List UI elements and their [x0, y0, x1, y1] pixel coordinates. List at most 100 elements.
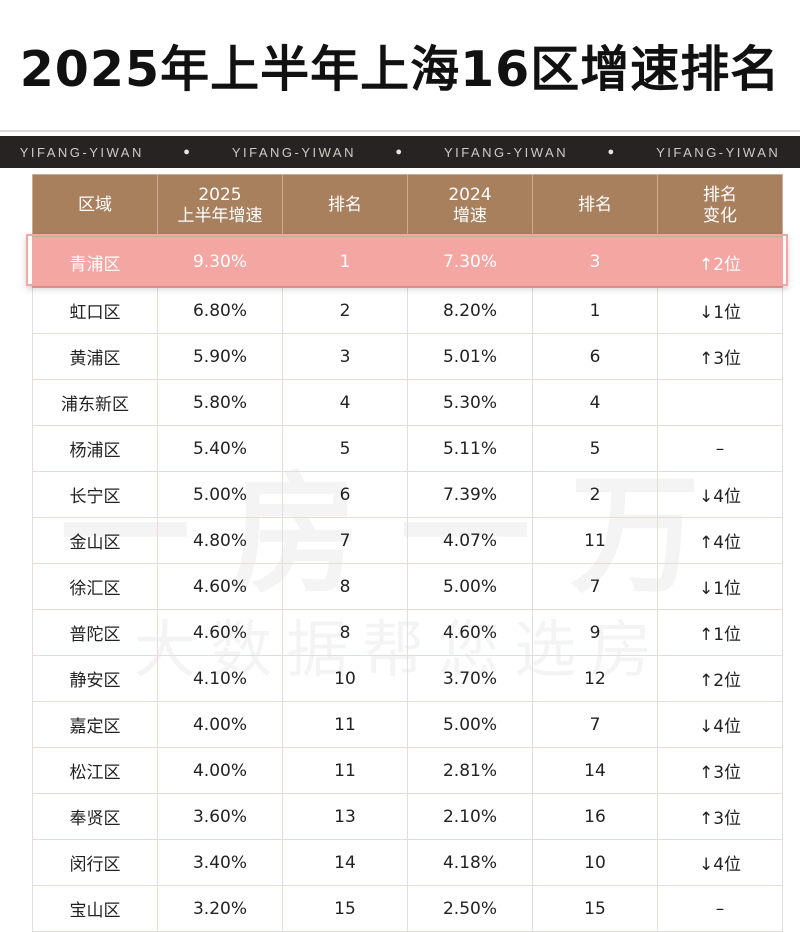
cell-growth-2025: 4.00% [157, 701, 283, 748]
table-row: 长宁区 5.00% 6 7.39% 2 ↓4位 [32, 471, 783, 518]
cell-rank-2025: 10 [282, 655, 408, 702]
cell-district: 虹口区 [32, 287, 158, 334]
cell-growth-2024: 2.10% [407, 793, 533, 840]
cell-district: 普陀区 [32, 609, 158, 656]
table-row: 奉贤区 3.60% 13 2.10% 16 ↑3位 [32, 793, 783, 840]
cell-growth-2024: 5.01% [407, 333, 533, 380]
cell-rank-2024: 12 [532, 655, 658, 702]
table-row: 浦东新区 5.80% 4 5.30% 4 [32, 379, 783, 426]
cell-rank-2024: 6 [532, 333, 658, 380]
col-header-growth-2025: 2025 上半年增速 [157, 174, 283, 237]
table-row: 普陀区 4.60% 8 4.60% 9 ↑1位 [32, 609, 783, 656]
cell-district: 静安区 [32, 655, 158, 702]
cell-rank-2024: 15 [532, 885, 658, 932]
page-title: 2025年上半年上海16区增速排名 [0, 0, 800, 132]
cell-rank-2024: 10 [532, 839, 658, 886]
cell-rank-2025: 8 [282, 563, 408, 610]
table-row: 静安区 4.10% 10 3.70% 12 ↑2位 [32, 655, 783, 702]
cell-rank-2025: 5 [282, 425, 408, 472]
table-row: 金山区 4.80% 7 4.07% 11 ↑4位 [32, 517, 783, 564]
cell-rank-2025: 1 [282, 236, 408, 288]
cell-rank-2024: 14 [532, 747, 658, 794]
table-row: 嘉定区 4.00% 11 5.00% 7 ↓4位 [32, 701, 783, 748]
cell-rank-change: ↑3位 [657, 747, 783, 794]
cell-rank-2025: 11 [282, 701, 408, 748]
cell-growth-2024: 5.11% [407, 425, 533, 472]
ranking-table: 区域 2025 上半年增速 排名 2024 增速 排名 排名 变化 青浦区 9.3… [32, 174, 783, 932]
cell-rank-2024: 2 [532, 471, 658, 518]
brand-text: YIFANG-YIWAN [443, 144, 569, 160]
cell-rank-change: ↑1位 [657, 609, 783, 656]
cell-rank-change: ↑3位 [657, 793, 783, 840]
dot-icon: ● [607, 146, 617, 158]
cell-growth-2025: 5.00% [157, 471, 283, 518]
cell-growth-2024: 7.39% [407, 471, 533, 518]
cell-growth-2024: 7.30% [407, 236, 533, 288]
cell-rank-2025: 3 [282, 333, 408, 380]
cell-growth-2025: 3.20% [157, 885, 283, 932]
cell-district: 杨浦区 [32, 425, 158, 472]
cell-growth-2024: 5.30% [407, 379, 533, 426]
cell-growth-2024: 3.70% [407, 655, 533, 702]
cell-rank-change: ↓1位 [657, 563, 783, 610]
brand-band: YIFANG-YIWAN ● YIFANG-YIWAN ● YIFANG-YIW… [0, 136, 800, 168]
cell-rank-2025: 11 [282, 747, 408, 794]
table-row: 闵行区 3.40% 14 4.18% 10 ↓4位 [32, 839, 783, 886]
cell-rank-change: ↑3位 [657, 333, 783, 380]
cell-rank-change: ↓4位 [657, 471, 783, 518]
cell-district: 金山区 [32, 517, 158, 564]
cell-rank-2024: 16 [532, 793, 658, 840]
cell-rank-2024: 5 [532, 425, 658, 472]
cell-rank-2025: 8 [282, 609, 408, 656]
col-header-growth-2024: 2024 增速 [407, 174, 533, 237]
cell-growth-2025: 3.60% [157, 793, 283, 840]
cell-rank-change: ↑2位 [657, 236, 783, 288]
cell-growth-2025: 4.00% [157, 747, 283, 794]
cell-growth-2025: 3.40% [157, 839, 283, 886]
cell-district: 浦东新区 [32, 379, 158, 426]
cell-rank-2024: 3 [532, 236, 658, 288]
cell-growth-2024: 5.00% [407, 563, 533, 610]
cell-rank-2024: 9 [532, 609, 658, 656]
dot-icon: ● [395, 146, 405, 158]
cell-growth-2025: 5.40% [157, 425, 283, 472]
cell-rank-change: ↓1位 [657, 287, 783, 334]
cell-rank-change: – [657, 425, 783, 472]
cell-rank-2025: 14 [282, 839, 408, 886]
table-row: 杨浦区 5.40% 5 5.11% 5– [32, 425, 783, 472]
cell-rank-2025: 7 [282, 517, 408, 564]
cell-rank-2025: 13 [282, 793, 408, 840]
cell-rank-2024: 4 [532, 379, 658, 426]
table-row: 虹口区 6.80% 2 8.20% 1 ↓1位 [32, 287, 783, 334]
cell-rank-2024: 7 [532, 701, 658, 748]
cell-rank-2025: 2 [282, 287, 408, 334]
table-row: 青浦区 9.30% 1 7.30% 3 ↑2位 [32, 236, 783, 288]
cell-rank-2024: 11 [532, 517, 658, 564]
table-row: 徐汇区 4.60% 8 5.00% 7 ↓1位 [32, 563, 783, 610]
cell-growth-2024: 8.20% [407, 287, 533, 334]
cell-growth-2025: 4.60% [157, 563, 283, 610]
cell-district: 松江区 [32, 747, 158, 794]
cell-district: 青浦区 [32, 236, 158, 288]
cell-growth-2024: 4.60% [407, 609, 533, 656]
cell-growth-2025: 9.30% [157, 236, 283, 288]
cell-growth-2025: 4.60% [157, 609, 283, 656]
brand-text: YIFANG-YIWAN [19, 144, 144, 160]
col-header-rank-change: 排名 变化 [657, 174, 783, 237]
cell-rank-change: ↓4位 [657, 839, 783, 886]
cell-district: 宝山区 [32, 885, 158, 932]
cell-growth-2024: 4.18% [407, 839, 533, 886]
table-row: 黄浦区 5.90% 3 5.01% 6 ↑3位 [32, 333, 783, 380]
cell-rank-change: ↑2位 [657, 655, 783, 702]
cell-rank-2025: 6 [282, 471, 408, 518]
cell-growth-2025: 5.90% [157, 333, 283, 380]
cell-growth-2024: 5.00% [407, 701, 533, 748]
cell-district: 徐汇区 [32, 563, 158, 610]
cell-growth-2025: 6.80% [157, 287, 283, 334]
cell-growth-2024: 2.81% [407, 747, 533, 794]
table-header-row: 区域 2025 上半年增速 排名 2024 增速 排名 排名 变化 [32, 174, 783, 237]
col-header-rank-2025: 排名 [282, 174, 408, 237]
col-header-rank-2024: 排名 [532, 174, 658, 237]
table-row: 松江区 4.00% 11 2.81% 14 ↑3位 [32, 747, 783, 794]
cell-rank-2024: 1 [532, 287, 658, 334]
